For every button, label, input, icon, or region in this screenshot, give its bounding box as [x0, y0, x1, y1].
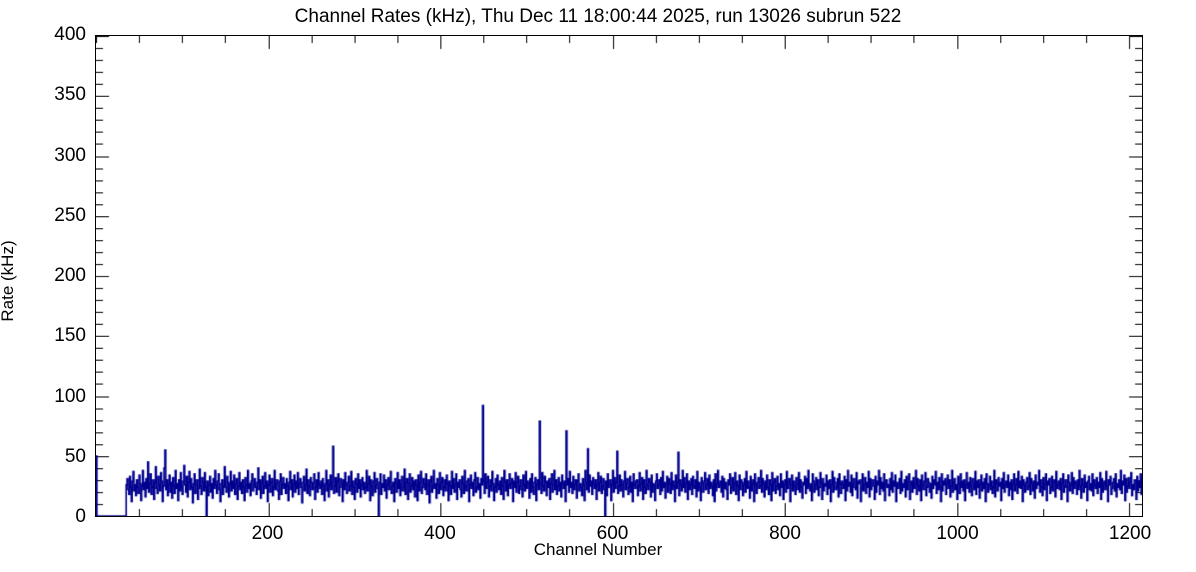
x-tick-label-200: 200: [251, 523, 284, 544]
y-tick-label-300: 300: [54, 144, 86, 166]
plot-frame: [95, 35, 1143, 517]
y-tick-label-150: 150: [54, 325, 86, 347]
y-tick-label-350: 350: [54, 84, 86, 106]
y-tick-label-400: 400: [54, 24, 86, 45]
x-tick-label-1000: 1000: [936, 523, 979, 544]
y-tick-label-50: 50: [64, 445, 86, 467]
histogram-series: [96, 36, 1142, 516]
x-tick-label-400: 400: [424, 523, 456, 544]
y-tick-label-200: 200: [54, 265, 86, 286]
x-tick-label-1200: 1200: [1108, 523, 1152, 544]
chart-title: Channel Rates (kHz), Thu Dec 11 18:00:44…: [294, 6, 902, 27]
y-tick-label-250: 250: [54, 204, 86, 226]
x-axis-title: Channel Number: [533, 540, 663, 559]
y-tick-label-100: 100: [54, 385, 86, 407]
x-tick-label-600: 600: [596, 523, 629, 544]
y-tick-label-0: 0: [75, 506, 86, 527]
y-axis-title: Rate (kHz): [0, 240, 17, 322]
x-tick-label-800: 800: [769, 523, 801, 544]
